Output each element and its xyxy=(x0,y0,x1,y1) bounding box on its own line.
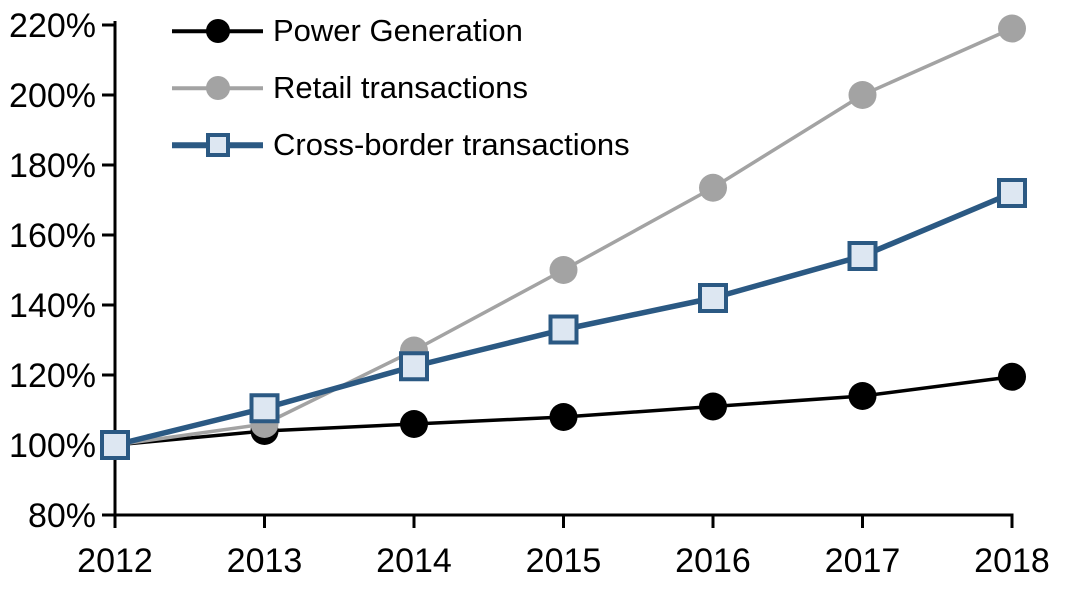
y-axis-tick-label: 200% xyxy=(9,77,96,115)
y-axis-tick-label: 100% xyxy=(9,427,96,465)
y-axis-tick-label: 120% xyxy=(9,357,96,395)
data-point-circle xyxy=(549,256,578,284)
y-axis-tick-label: 140% xyxy=(9,287,96,325)
x-axis-tick-label: 2017 xyxy=(825,542,901,580)
legend-item-power-generation: Power Generation xyxy=(172,13,630,49)
legend-swatch-retail-transactions xyxy=(172,73,263,103)
square-marker-icon xyxy=(205,133,230,157)
legend-label: Power Generation xyxy=(273,13,523,48)
data-point-square xyxy=(997,178,1027,208)
data-point-square xyxy=(847,241,878,271)
x-axis-tick-label: 2014 xyxy=(376,542,452,580)
data-point-square xyxy=(399,351,429,382)
legend-item-cross-border-transactions: Cross-border transactions xyxy=(172,127,630,163)
data-point-square xyxy=(100,430,130,460)
legend-swatch-cross-border-transactions xyxy=(172,130,263,160)
data-point-circle xyxy=(400,410,428,438)
data-point-circle xyxy=(998,14,1026,43)
data-point-circle xyxy=(549,403,578,431)
legend-label: Retail transactions xyxy=(273,70,529,105)
x-axis-tick-label: 2013 xyxy=(227,542,303,580)
data-point-square xyxy=(249,393,280,424)
data-point-square xyxy=(548,314,579,345)
data-point-circle xyxy=(848,382,877,410)
circle-marker-icon xyxy=(205,76,230,100)
x-axis-tick-label: 2012 xyxy=(77,542,153,580)
data-point-square xyxy=(698,283,728,313)
legend-swatch-power-generation xyxy=(172,16,263,46)
y-axis-tick-label: 80% xyxy=(28,497,96,535)
circle-marker-icon xyxy=(205,19,230,43)
legend-label: Cross-border transactions xyxy=(273,127,630,162)
y-axis-tick-label: 220% xyxy=(9,7,96,45)
legend: Power Generation Retail transactions Cro… xyxy=(172,13,630,163)
data-point-circle xyxy=(699,392,727,421)
data-point-circle xyxy=(848,81,877,109)
legend-item-retail-transactions: Retail transactions xyxy=(172,70,630,106)
data-point-circle xyxy=(998,362,1026,391)
x-axis-tick-label: 2015 xyxy=(526,542,602,580)
y-axis-tick-label: 180% xyxy=(9,147,96,185)
y-axis-tick-label: 160% xyxy=(9,217,96,255)
data-point-circle xyxy=(699,173,727,202)
x-axis-tick-label: 2016 xyxy=(675,542,751,580)
x-axis-tick-label: 2018 xyxy=(974,542,1050,580)
